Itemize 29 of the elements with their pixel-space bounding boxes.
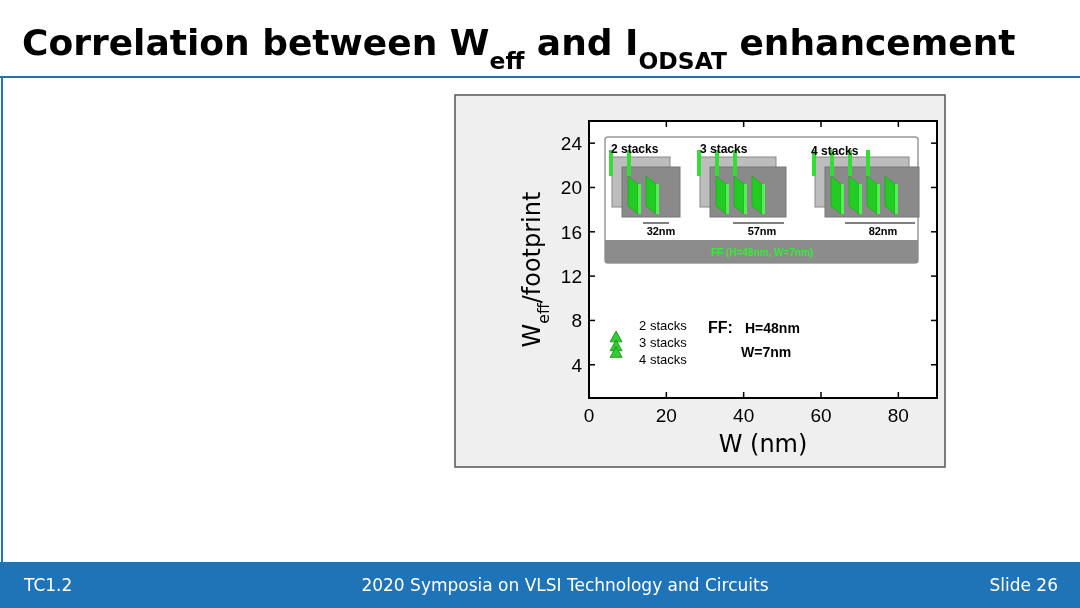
- annotation: 32nm: [646, 225, 676, 237]
- x-tick-label: 20: [655, 405, 677, 426]
- y-tick-label: 8: [571, 310, 582, 332]
- annotation: FF (H=48nm, W=7nm): [710, 247, 814, 258]
- annotation: 3 stacks: [700, 142, 748, 156]
- x-tick-label: 60: [810, 405, 832, 426]
- annotation: 57nm: [747, 225, 777, 237]
- y-tick-label: 16: [560, 221, 582, 243]
- annotation: W=7nm: [741, 344, 792, 360]
- y-tick-label: 4: [571, 354, 583, 376]
- y-tick-label: 20: [560, 177, 582, 199]
- y-tick-label: 12: [560, 266, 582, 288]
- chart-title: Correlation between W$_{eff}$ and I$_{ODSAT}$ enhancement: [22, 22, 1016, 75]
- series-label: 3 stacks: [639, 335, 688, 350]
- x-tick-label: 80: [887, 405, 909, 426]
- x-tick-label: 0: [583, 405, 595, 426]
- annotation: 2 stacks: [611, 142, 659, 156]
- text: 2020 Symposia on VLSI Technology and Circuits: [361, 575, 769, 595]
- annotation: 82nm: [868, 225, 898, 237]
- series-label: 2 stacks: [639, 318, 688, 333]
- x-tick-label: 40: [733, 405, 755, 426]
- y-tick-label: 24: [560, 133, 583, 155]
- series-label: 4 stacks: [639, 352, 688, 367]
- x-axis-title: W (nm): [718, 430, 808, 458]
- annotation: H=48nm: [745, 320, 800, 336]
- text: Slide 26: [989, 575, 1058, 595]
- text: TC1.2: [23, 575, 73, 595]
- annotation: FF:: [708, 319, 733, 336]
- annotation: 4 stacks: [811, 144, 859, 158]
